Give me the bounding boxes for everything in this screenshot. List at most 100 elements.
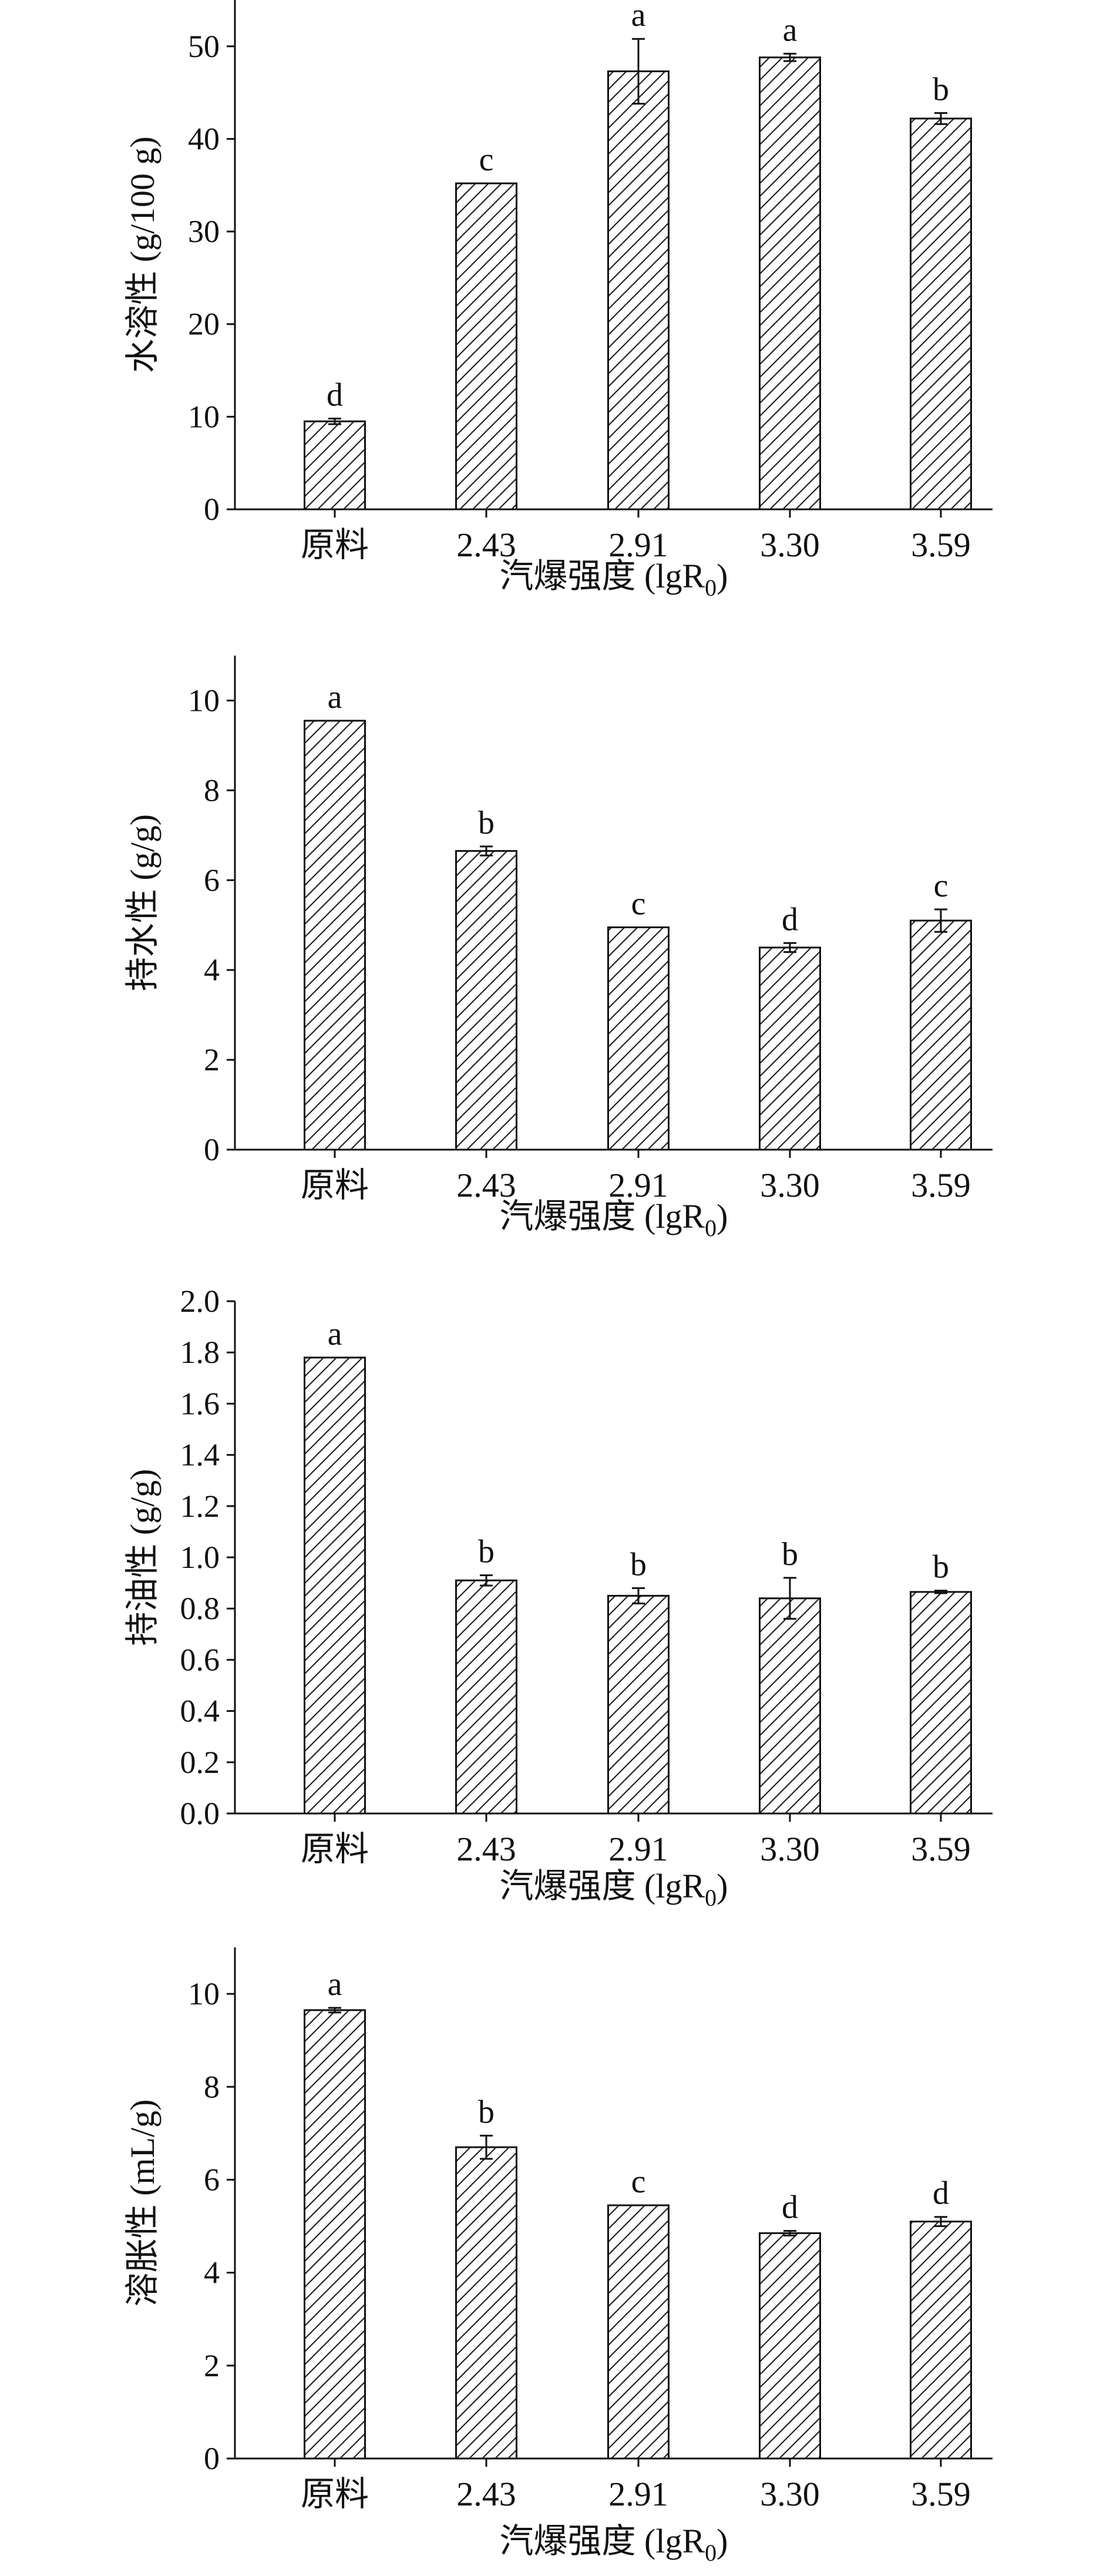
bar-1 xyxy=(304,1356,366,1815)
y-tick-label: 2 xyxy=(204,2348,220,2383)
category-label-1: 原料 xyxy=(301,1166,369,1204)
chart-panel-1: 0 10 20 30 40 50 d 原料 c 2.43 a 2.91 a 3.30 b 3.59 汽爆强度 (… xyxy=(0,0,1110,634)
y-tick-label: 1.6 xyxy=(180,1386,220,1421)
y-axis-title: 持水性 (g/g) xyxy=(123,814,162,991)
y-axis-title: 持油性 (g/g) xyxy=(123,1469,162,1645)
chart-svg-3: 0.0 0.2 0.4 0.6 0.8 1.0 1.2 1.4 1.6 1.8 2.0 a 原料 b 2.4… xyxy=(123,1284,993,1911)
bar-4 xyxy=(759,946,821,1151)
bar-3 xyxy=(607,926,670,1151)
bar-2 xyxy=(455,182,517,511)
significance-letter-4: b xyxy=(782,1536,798,1573)
significance-letter-2: b xyxy=(478,805,495,841)
y-tick-label: 50 xyxy=(188,29,220,64)
y-tick-label: 0.2 xyxy=(180,1745,220,1780)
bar-4 xyxy=(759,56,821,511)
significance-letter-2: c xyxy=(479,142,494,178)
chart-panel-2: 0 2 4 6 8 10 a 原料 b 2.43 c 2.91 d 3.30 c 3.59 汽爆强度 (lgR0… xyxy=(0,634,1110,1281)
category-label-1: 原料 xyxy=(301,526,369,564)
category-label-3: 2.91 xyxy=(608,1166,668,1204)
significance-letter-1: a xyxy=(328,679,342,716)
category-label-2: 2.43 xyxy=(456,526,516,564)
x-axis-title: 汽爆强度 (lgR0) xyxy=(500,1867,728,1911)
category-label-4: 3.30 xyxy=(760,526,820,564)
bar-2 xyxy=(455,850,517,1151)
chart-panel-4: 0 2 4 6 8 10 a 原料 b 2.43 c 2.91 d 3.30 d 3.59 汽爆强度 (lgR0… xyxy=(0,1933,1110,2576)
chart-svg-1: 0 10 20 30 40 50 d 原料 c 2.43 a 2.91 a 3.30 b 3.59 汽爆强度 (… xyxy=(123,0,993,601)
y-axis-title: 溶胀性 (mL/g) xyxy=(123,2100,162,2307)
error-bar-2 xyxy=(480,1574,493,1587)
y-tick-label: 1.2 xyxy=(180,1489,220,1524)
significance-letter-1: d xyxy=(327,377,343,414)
category-label-4: 3.30 xyxy=(760,1830,820,1868)
error-bar-5 xyxy=(934,2216,947,2228)
bar-3 xyxy=(607,1594,670,1815)
y-tick-label: 0.4 xyxy=(180,1694,220,1729)
y-tick-label: 6 xyxy=(204,2162,220,2197)
error-bar-1 xyxy=(328,2007,341,2014)
category-label-4: 3.30 xyxy=(760,1166,820,1204)
chart-panel-3: 0.0 0.2 0.4 0.6 0.8 1.0 1.2 1.4 1.6 1.8 2.0 a 原料 b 2.4… xyxy=(0,1281,1110,1933)
error-bar-2 xyxy=(480,845,493,857)
category-label-3: 2.91 xyxy=(608,2475,668,2513)
significance-letter-3: b xyxy=(630,1546,647,1583)
bar-1 xyxy=(304,720,366,1151)
error-bar-4 xyxy=(783,52,796,62)
category-label-2: 2.43 xyxy=(456,1166,516,1204)
category-label-5: 3.59 xyxy=(911,1166,971,1204)
error-bar-4 xyxy=(783,2229,796,2236)
error-bar-1 xyxy=(328,418,341,425)
bar-2 xyxy=(455,2146,517,2460)
significance-letter-2: b xyxy=(478,1534,495,1570)
bar-3 xyxy=(607,70,670,511)
significance-letter-4: a xyxy=(783,12,798,48)
error-bar-2 xyxy=(480,2134,493,2160)
category-label-2: 2.43 xyxy=(456,1830,516,1868)
bar-5 xyxy=(910,919,972,1151)
significance-letter-4: d xyxy=(782,2189,798,2225)
error-bar-3 xyxy=(632,1587,645,1604)
y-tick-label: 6 xyxy=(204,862,220,898)
bar-4 xyxy=(759,2232,821,2460)
category-label-3: 2.91 xyxy=(608,1830,668,1868)
bar-5 xyxy=(910,2221,972,2460)
significance-letter-1: a xyxy=(328,1966,342,2003)
y-tick-label: 8 xyxy=(204,773,220,808)
category-label-1: 原料 xyxy=(301,2475,369,2513)
y-tick-label: 10 xyxy=(188,683,220,718)
y-tick-label: 10 xyxy=(188,399,220,434)
bar-5 xyxy=(910,117,972,511)
category-label-3: 2.91 xyxy=(608,526,668,564)
y-tick-label: 0.0 xyxy=(180,1796,220,1831)
bar-1 xyxy=(304,2009,366,2460)
y-tick-label: 1.4 xyxy=(180,1438,220,1473)
y-tick-label: 2 xyxy=(204,1042,220,1077)
chart-svg-2: 0 2 4 6 8 10 a 原料 b 2.43 c 2.91 d 3.30 c 3.59 汽爆强度 (lgR0… xyxy=(123,656,993,1241)
y-tick-label: 4 xyxy=(204,952,220,988)
significance-letter-5: b xyxy=(933,71,949,108)
category-label-1: 原料 xyxy=(301,1830,369,1868)
y-tick-label: 0.8 xyxy=(180,1591,220,1626)
bar-2 xyxy=(455,1579,517,1815)
bar-4 xyxy=(759,1597,821,1815)
y-tick-label: 1.8 xyxy=(180,1335,220,1370)
significance-letter-2: b xyxy=(478,2094,495,2130)
y-axis-title: 水溶性 (g/100 g) xyxy=(123,136,162,373)
error-bar-5 xyxy=(934,112,947,125)
chart-svg-4: 0 2 4 6 8 10 a 原料 b 2.43 c 2.91 d 3.30 d 3.59 汽爆强度 (lgR0… xyxy=(123,1947,993,2566)
significance-letter-3: c xyxy=(631,886,646,922)
significance-letter-3: c xyxy=(631,2164,646,2200)
y-tick-label: 1.0 xyxy=(180,1540,220,1575)
error-bar-4 xyxy=(783,1577,796,1620)
error-bar-5 xyxy=(934,908,947,933)
category-label-5: 3.59 xyxy=(911,1830,971,1868)
x-axis-title: 汽爆强度 (lgR0) xyxy=(500,1197,728,1241)
y-tick-label: 8 xyxy=(204,2069,220,2104)
y-tick-label: 4 xyxy=(204,2255,220,2290)
y-tick-label: 20 xyxy=(188,307,220,342)
category-label-5: 3.59 xyxy=(911,2475,971,2513)
error-bar-4 xyxy=(783,942,796,953)
significance-letter-5: d xyxy=(933,2175,949,2212)
significance-letter-5: b xyxy=(933,1549,949,1586)
y-tick-label: 2.0 xyxy=(180,1284,220,1319)
